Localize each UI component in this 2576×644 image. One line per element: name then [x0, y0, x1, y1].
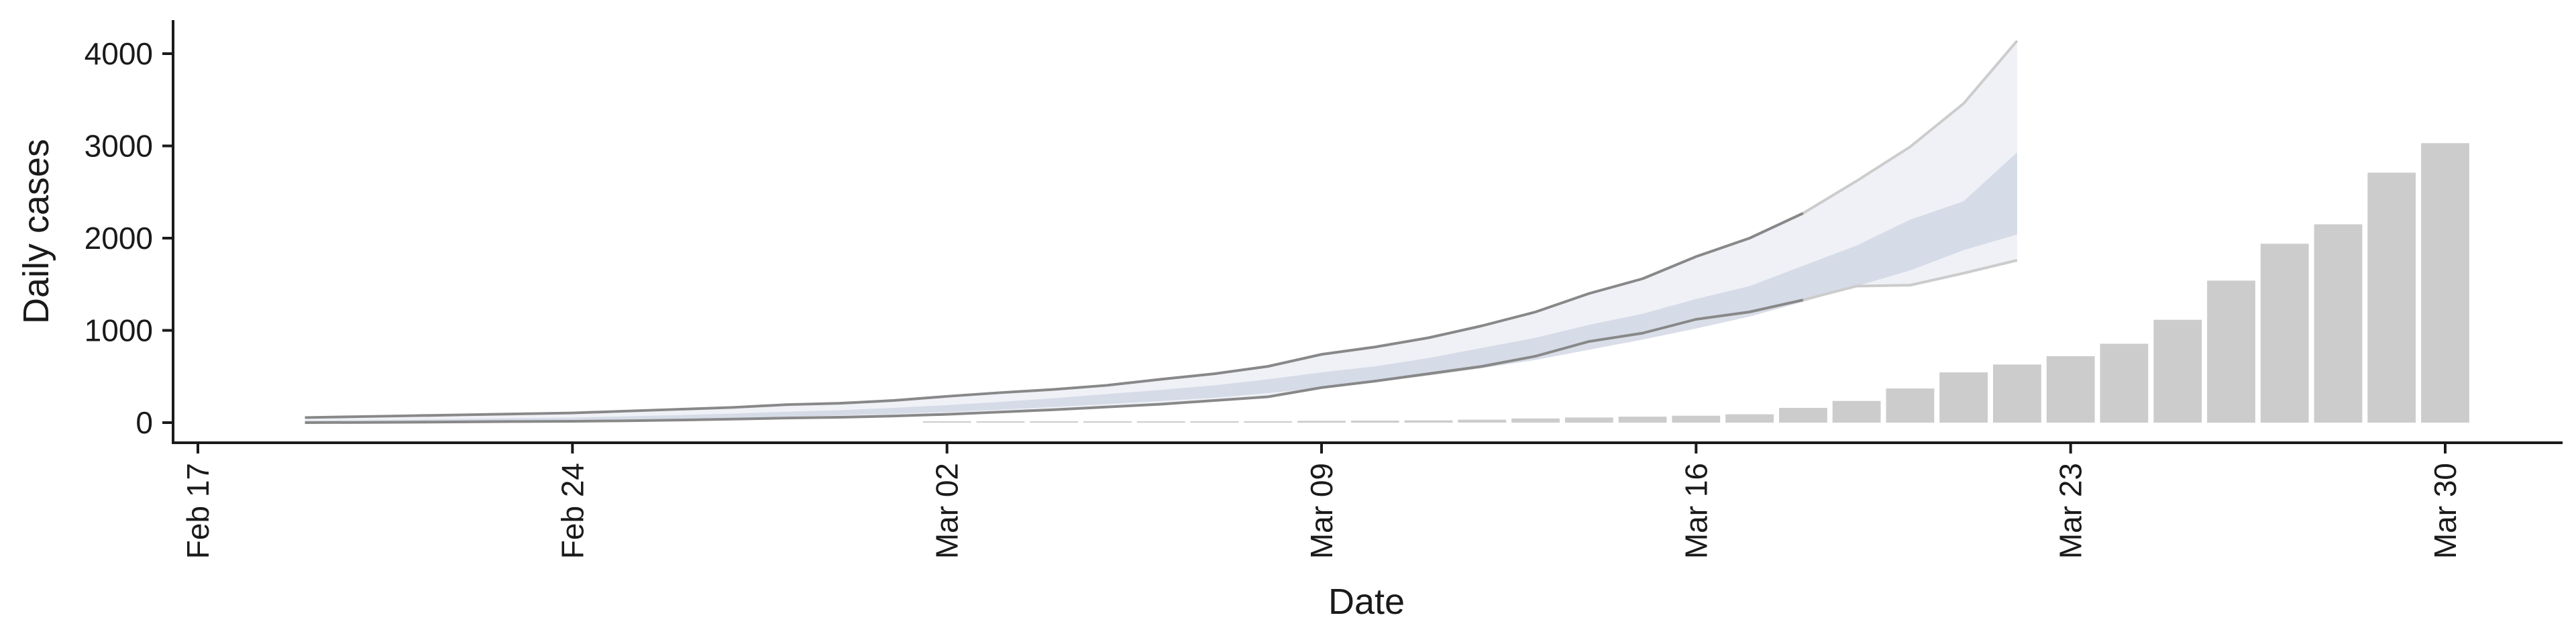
bar-2020-03-07: [1190, 421, 1239, 423]
bar-2020-03-28: [2314, 224, 2363, 423]
projection-lower-line: [305, 299, 1804, 424]
x-tick-label-2020-03-09: Mar 09: [1304, 463, 1339, 559]
bar-2020-03-21: [1939, 372, 1988, 423]
axes: [172, 20, 2563, 444]
forecast-lower-line: [1803, 259, 2018, 302]
y-axis-title: Daily cases: [16, 139, 56, 324]
y-tick-label-1000: 1000: [85, 313, 153, 348]
x-ticks: Feb 17 Feb 24 Mar 02 Mar 09 Mar 16 Mar 23 Mar …: [180, 443, 2463, 559]
bar-2020-03-15: [1618, 417, 1667, 423]
bar-2020-03-18: [1779, 408, 1827, 423]
y-tick-label-4000: 4000: [85, 36, 153, 71]
y-tick-label-2000: 2000: [85, 221, 153, 256]
bar-2020-03-24: [2100, 343, 2149, 423]
forecast-upper-line: [1802, 40, 2019, 215]
y-tick-label-0: 0: [136, 405, 153, 440]
x-tick-label-2020-03-16: Mar 16: [1678, 463, 1713, 559]
x-tick-label-2020-03-30: Mar 30: [2428, 463, 2463, 559]
daily-case-bars: [922, 143, 2469, 423]
bar-2020-03-14: [1564, 417, 1613, 423]
x-tick-label-2020-03-02: Mar 02: [930, 463, 965, 559]
x-tick-label-2020-02-24: Feb 24: [555, 463, 590, 559]
bar-2020-03-06: [1136, 421, 1185, 423]
bar-2020-03-12: [1458, 419, 1507, 423]
bar-2020-03-30: [2421, 143, 2469, 423]
bar-2020-03-16: [1672, 415, 1721, 423]
bar-2020-03-23: [2046, 356, 2095, 423]
bar-2020-03-08: [1244, 421, 1293, 423]
x-tick-label-2020-03-23: Mar 23: [2053, 463, 2088, 559]
bar-2020-03-25: [2153, 319, 2202, 423]
bar-2020-03-27: [2260, 244, 2309, 423]
bar-2020-03-02: [922, 421, 971, 423]
projection-lines: [305, 40, 2019, 424]
bar-2020-03-17: [1725, 414, 1774, 423]
bar-2020-03-04: [1030, 421, 1079, 423]
bar-2020-03-10: [1350, 421, 1399, 423]
projection-bands: [305, 40, 2017, 423]
bar-2020-03-13: [1511, 418, 1560, 423]
bar-2020-03-22: [1993, 364, 2041, 423]
bar-2020-03-09: [1297, 421, 1346, 423]
x-tick-label-2020-02-17: Feb 17: [180, 463, 215, 559]
bar-2020-03-11: [1404, 420, 1453, 423]
y-ticks: 0 1000 2000 3000 4000: [85, 36, 173, 440]
bar-2020-03-19: [1832, 400, 1881, 423]
bar-2020-03-03: [976, 421, 1025, 423]
x-axis-title: Date: [1328, 582, 1405, 622]
projection-upper-line: [305, 212, 1804, 419]
y-tick-label-3000: 3000: [85, 129, 153, 164]
bar-2020-03-26: [2207, 280, 2255, 423]
bar-2020-03-29: [2367, 172, 2416, 423]
bar-2020-03-20: [1886, 388, 1935, 423]
bar-2020-03-05: [1083, 421, 1132, 423]
